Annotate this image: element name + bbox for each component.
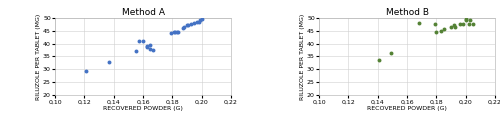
Point: [450, 24, 458, 27]
Point: [456, 23, 464, 25]
Point: [174, 31, 182, 33]
Point: [452, 26, 460, 28]
Y-axis label: RILUZOLE PER TABLET (MG): RILUZOLE PER TABLET (MG): [300, 13, 305, 100]
Point: [466, 19, 474, 21]
Point: [134, 40, 142, 42]
Title: Method A: Method A: [122, 8, 164, 17]
Point: [132, 50, 140, 52]
X-axis label: RECOVERED POWDER (G): RECOVERED POWDER (G): [367, 106, 447, 111]
Point: [106, 61, 114, 63]
Point: [188, 23, 196, 25]
Point: [172, 31, 180, 33]
Point: [440, 28, 448, 30]
Point: [436, 30, 444, 32]
Point: [82, 70, 90, 72]
Point: [387, 51, 395, 54]
Point: [146, 44, 154, 46]
Point: [178, 27, 186, 29]
Point: [170, 31, 178, 33]
Point: [194, 20, 202, 23]
Point: [447, 26, 455, 28]
Point: [194, 20, 202, 23]
Title: Method B: Method B: [386, 8, 428, 17]
Point: [172, 31, 179, 33]
Point: [196, 19, 204, 21]
Point: [144, 46, 152, 48]
Point: [375, 59, 383, 61]
Point: [146, 48, 154, 50]
Point: [414, 22, 422, 24]
Point: [150, 49, 158, 51]
Point: [198, 18, 205, 20]
Point: [180, 26, 188, 28]
Point: [462, 19, 469, 21]
Point: [458, 23, 466, 25]
Point: [144, 45, 152, 47]
Point: [432, 31, 440, 33]
Y-axis label: RILUZOLE PER TABLET (MG): RILUZOLE PER TABLET (MG): [36, 13, 41, 100]
Point: [464, 23, 472, 25]
Point: [190, 22, 198, 24]
X-axis label: RECOVERED POWDER (G): RECOVERED POWDER (G): [103, 106, 183, 111]
Point: [431, 23, 439, 25]
Point: [184, 24, 192, 27]
Point: [462, 18, 469, 20]
Point: [167, 32, 175, 34]
Point: [183, 24, 191, 27]
Point: [469, 23, 477, 25]
Point: [139, 40, 147, 42]
